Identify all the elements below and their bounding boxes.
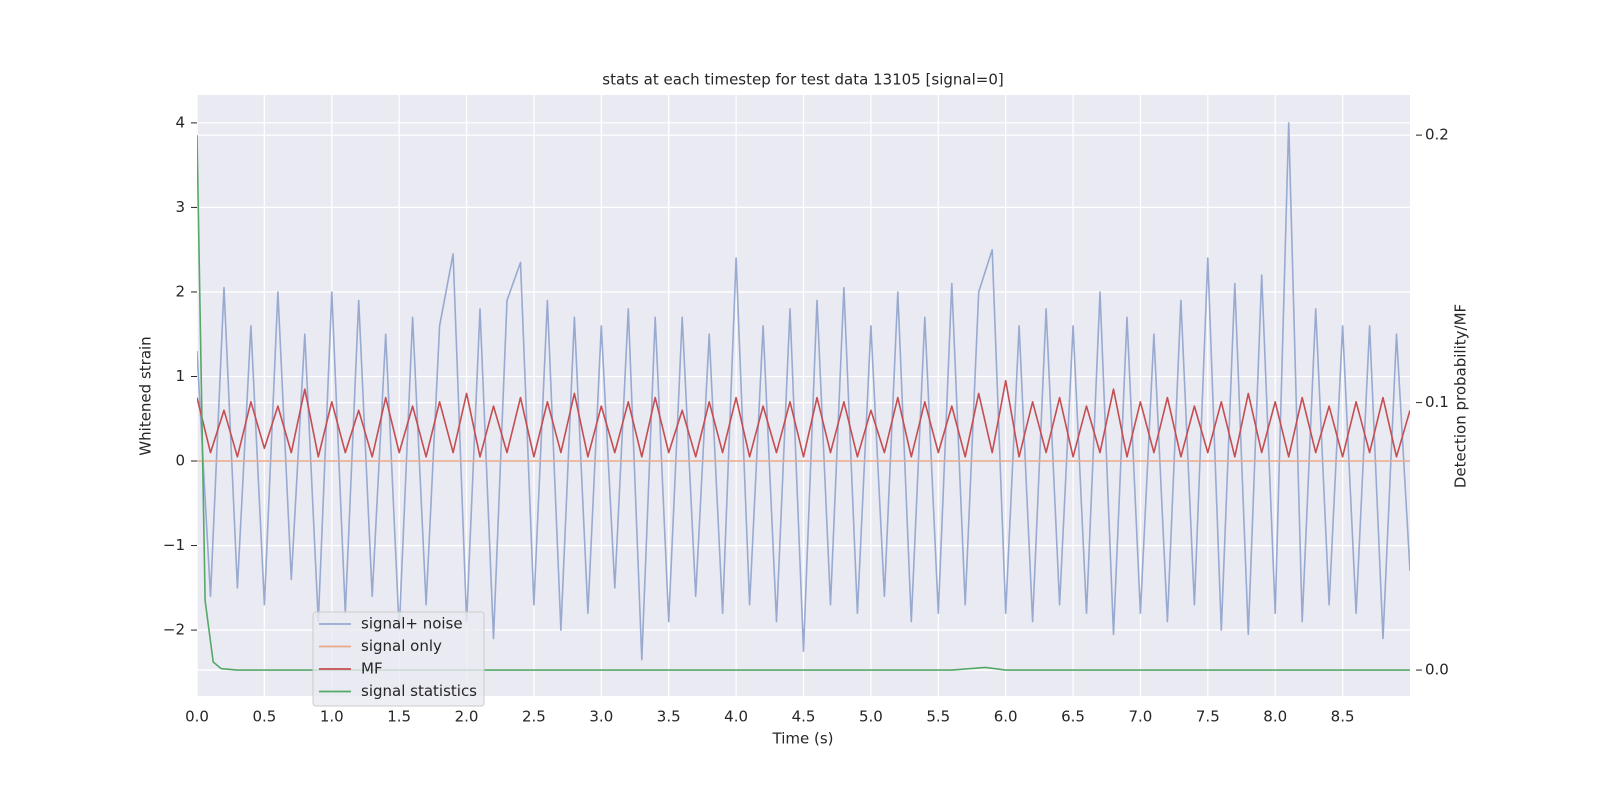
x-tick-label: 5.0 — [859, 708, 883, 726]
y-tick-label: 1 — [175, 367, 185, 385]
x-axis-label: Time (s) — [772, 730, 834, 748]
legend-label: MF — [361, 660, 383, 678]
labels: 0.0 0.5 1.0 1.5 2.0 2.5 3.0 3.5 4.0 4.5 5.0 5.5 6.0 6… — [163, 113, 1449, 725]
x-tick-label: 4.5 — [792, 708, 816, 726]
y-tick-label: 0 — [175, 452, 185, 470]
y2-tick-label: 0.2 — [1425, 126, 1449, 144]
x-tick-label: 7.0 — [1129, 708, 1153, 726]
legend: signal+ noise signal only MF signal statist… — [312, 611, 485, 707]
x-tick-label: 6.5 — [1061, 708, 1085, 726]
series-line — [197, 379, 1410, 458]
x-tick-label: 3.0 — [589, 708, 613, 726]
x-tick-label: 5.5 — [926, 708, 950, 726]
y-tick-label: −1 — [163, 536, 185, 554]
x-tick-label: 0.5 — [252, 708, 276, 726]
legend-box — [312, 611, 485, 707]
chart-title: stats at each timestep for test data 131… — [602, 71, 1003, 89]
x-tick-label: 1.0 — [320, 708, 344, 726]
x-tick-label: 2.5 — [522, 708, 546, 726]
x-tick-label: 8.0 — [1263, 708, 1287, 726]
y-axis-label: Whitened strain — [137, 336, 155, 455]
x-tick-label: 7.5 — [1196, 708, 1220, 726]
x-tick-label: 0.0 — [185, 708, 209, 726]
y2-axis-label: Detection probability/MF — [1452, 304, 1470, 488]
x-tick-label: 1.5 — [387, 708, 411, 726]
x-tick-label: 4.0 — [724, 708, 748, 726]
y-tick-label: 3 — [175, 198, 185, 216]
x-tick-label: 2.0 — [455, 708, 479, 726]
x-tick-label: 8.5 — [1331, 708, 1355, 726]
legend-label: signal only — [361, 637, 442, 655]
legend-label: signal+ noise — [361, 615, 463, 633]
y-tick-label: −2 — [163, 621, 185, 639]
y2-tick-label: 0.0 — [1425, 661, 1449, 679]
y2-tick-label: 0.1 — [1425, 393, 1449, 411]
x-tick-label: 6.0 — [994, 708, 1018, 726]
legend-label: signal statistics — [361, 682, 477, 700]
y-tick-label: 2 — [175, 282, 185, 300]
y-tick-label: 4 — [175, 113, 185, 131]
series-line — [197, 135, 1410, 671]
x-tick-label: 3.5 — [657, 708, 681, 726]
